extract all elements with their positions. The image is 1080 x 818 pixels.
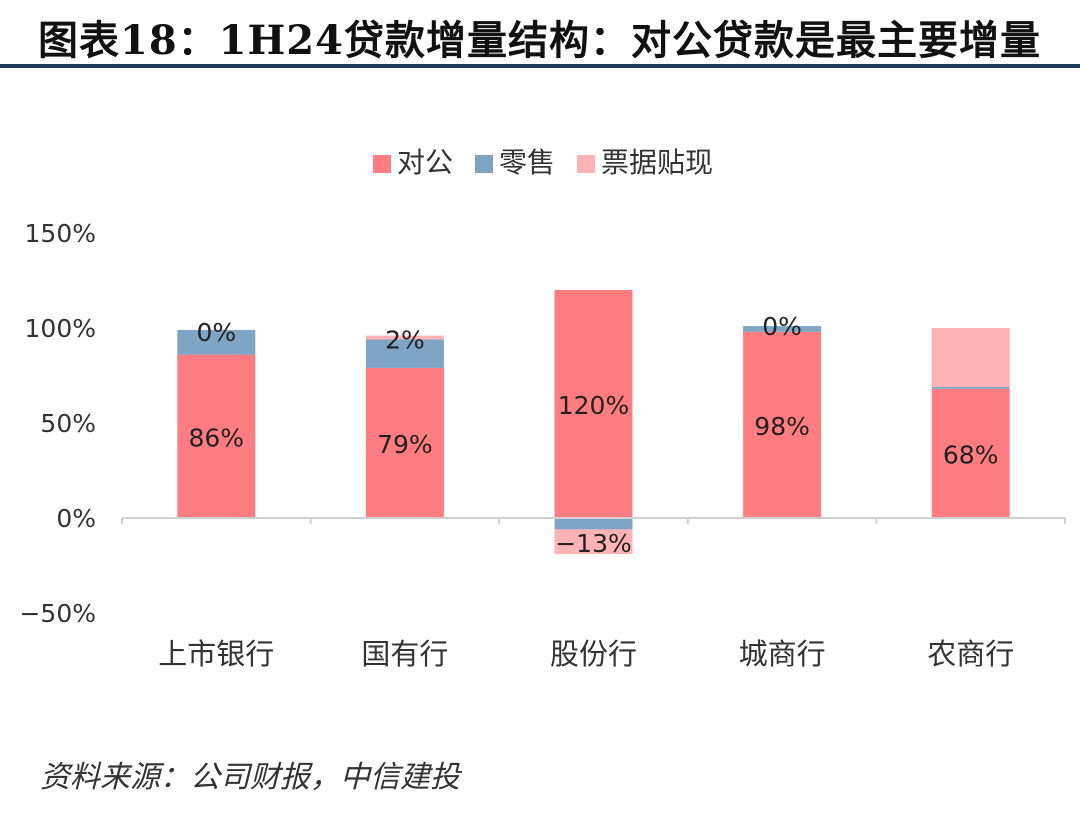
bar-corporate — [554, 290, 633, 518]
title-divider — [0, 64, 1080, 68]
x-tick-label: 城商行 — [739, 637, 826, 671]
legend-label-1: 零售 — [499, 146, 555, 179]
data-label: 0% — [196, 318, 236, 347]
y-tick-label: 100% — [25, 314, 96, 343]
bar-corporate — [177, 354, 256, 518]
bar-retail — [931, 386, 1010, 389]
data-label: 86% — [189, 423, 245, 452]
bar-corporate — [743, 331, 822, 518]
data-label: −13% — [555, 529, 632, 558]
bar-corporate — [931, 388, 1010, 518]
legend-label-2: 票据贴现 — [601, 146, 713, 179]
data-label: 120% — [558, 391, 629, 420]
y-tick-label: 50% — [40, 409, 96, 438]
data-label: 2% — [385, 326, 425, 355]
legend-swatch-2 — [577, 155, 595, 173]
data-label: 68% — [943, 440, 999, 469]
y-tick-label: −50% — [19, 599, 96, 628]
bar-retail — [177, 329, 256, 355]
bar-discount — [931, 328, 1010, 387]
bar-retail — [743, 326, 822, 332]
source-note: 资料来源：公司财报，中信建投 — [40, 760, 460, 795]
data-label: 98% — [754, 412, 810, 441]
x-tick-label: 股份行 — [550, 637, 637, 671]
y-tick-label: 150% — [25, 219, 96, 248]
data-label: 0% — [762, 312, 802, 341]
data-label: 79% — [377, 430, 433, 459]
x-tick-label: 国有行 — [361, 637, 448, 671]
legend-label-0: 对公 — [397, 146, 453, 179]
y-tick-label: 0% — [56, 504, 96, 533]
x-tick-label: 农商行 — [927, 637, 1014, 671]
chart-title: 图表18：1H24贷款增量结构：对公贷款是最主要增量 — [38, 17, 1041, 64]
stacked-bar-chart: 对公 零售 票据贴现 150% 100% 50% 0% −50% 86% 0% 79% 2% 120% −… — [19, 146, 1066, 671]
legend-swatch-0 — [373, 155, 391, 173]
bar-corporate — [365, 367, 444, 518]
bar-discount — [554, 529, 633, 555]
bar-discount — [365, 335, 444, 340]
bar-retail — [554, 518, 633, 530]
x-tick-label: 上市银行 — [158, 637, 274, 671]
bar-retail — [365, 339, 444, 368]
legend-swatch-1 — [475, 155, 493, 173]
